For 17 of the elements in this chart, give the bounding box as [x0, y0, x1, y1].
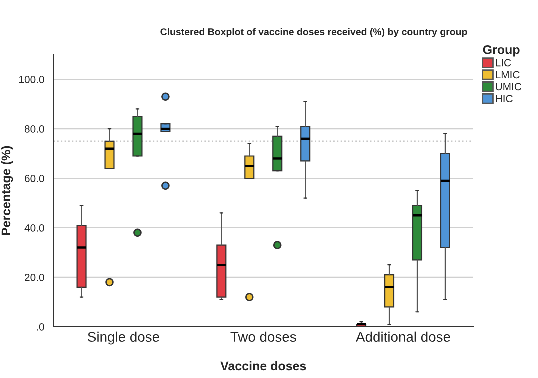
legend-label: HIC: [496, 95, 513, 103]
y-tick-label: 100.0: [20, 76, 44, 84]
legend-label: UMIC: [496, 83, 522, 91]
legend-label: LMIC: [496, 71, 520, 79]
y-tick-label: 40.0: [24, 224, 44, 232]
y-axis-title: Percentage (%): [1, 146, 14, 236]
x-tick-label: Single dose: [88, 332, 160, 345]
y-tick-label: .0: [37, 323, 44, 331]
legend-label: LIC: [496, 59, 512, 67]
x-axis-title: Vaccine doses: [220, 361, 306, 371]
x-tick-label: Two doses: [230, 332, 296, 342]
chart-title: Clustered Boxplot of vaccine doses received (%) by country group: [160, 28, 468, 38]
x-tick-label: Additional dose: [356, 332, 450, 342]
y-tick-label: 80.0: [24, 126, 44, 133]
y-tick-label: 60.0: [25, 175, 44, 182]
legend-title: Group: [483, 45, 520, 57]
y-tick-label: 20.0: [25, 274, 44, 282]
